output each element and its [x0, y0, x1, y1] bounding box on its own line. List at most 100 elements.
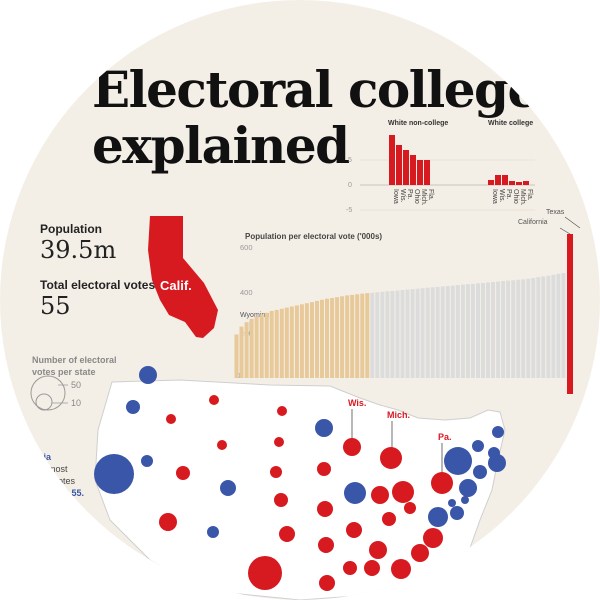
state-circle	[277, 406, 287, 416]
state-circle	[364, 560, 380, 576]
side-note-4: t 55.	[66, 488, 84, 498]
state-circle	[488, 454, 506, 472]
state-circle	[270, 466, 282, 478]
pop-bar	[269, 311, 274, 378]
pop-bar	[470, 283, 475, 378]
pop-bar	[450, 285, 455, 378]
state-circle	[431, 472, 453, 494]
pop-bar	[425, 287, 430, 378]
pop-bar	[526, 278, 531, 378]
pop-bar	[506, 280, 511, 378]
demo-category-label: Wis.	[498, 189, 505, 203]
us-map-outline	[94, 379, 506, 600]
pop-bar	[541, 276, 546, 378]
demo-category-label: Fla.	[427, 189, 434, 201]
pop-bar	[521, 279, 526, 378]
pop-chart-ytick-600: 600	[240, 243, 253, 252]
pop-bar	[561, 273, 566, 378]
pop-bar	[259, 314, 264, 378]
pop-bar	[279, 308, 284, 378]
state-circle	[317, 462, 331, 476]
state-circle	[492, 426, 504, 438]
pop-bar	[551, 274, 556, 378]
electoral-votes-value: 55	[40, 292, 71, 320]
pop-bar	[355, 294, 360, 379]
pop-bar	[385, 291, 390, 378]
state-circle	[346, 522, 362, 538]
pop-bar	[455, 285, 460, 378]
pop-chart-leader-texas	[564, 216, 581, 229]
pop-bar	[511, 280, 516, 378]
pop-bar	[264, 312, 269, 378]
headline: Electoral college explained	[92, 62, 539, 174]
demo-category-label: Wis.	[399, 189, 406, 203]
pop-bar	[304, 303, 309, 378]
demo-category-label: Mich.	[519, 189, 526, 206]
pop-bar	[325, 298, 329, 378]
pop-bar	[299, 304, 304, 378]
legend-circle-10	[35, 393, 53, 411]
demo-bar	[403, 150, 409, 185]
pop-bar	[365, 293, 370, 378]
state-circle	[391, 559, 411, 579]
label-wisconsin: Wis.	[348, 398, 366, 408]
side-note-1: nia	[38, 452, 52, 462]
state-circle	[126, 400, 140, 414]
pop-bar	[360, 293, 365, 378]
pop-bar	[254, 316, 259, 378]
pop-bar	[375, 292, 380, 378]
legend-label-50: 50	[71, 380, 81, 390]
pop-bar	[405, 289, 410, 378]
demo-chart-title-noncollege: White non-college	[388, 120, 448, 127]
state-circle	[279, 526, 295, 542]
legend-label-10: 10	[71, 398, 81, 408]
demo-ytick-neg5: -5	[346, 207, 352, 214]
pop-chart-ytick-400: 400	[240, 288, 253, 297]
pop-bar	[289, 306, 294, 378]
side-note-3: otes	[58, 476, 76, 486]
demo-ytick-5: 5	[348, 157, 352, 164]
pop-bar	[420, 288, 425, 378]
demo-bar	[523, 181, 529, 185]
pop-bar	[335, 297, 340, 378]
demo-category-label: Iowa	[491, 189, 498, 204]
pop-chart-title: Population per electoral vote ('000s)	[245, 232, 382, 241]
pop-bar	[345, 295, 350, 378]
state-circle	[411, 544, 429, 562]
pop-chart-annotation-california: California	[518, 219, 548, 226]
demo-bar	[488, 180, 494, 185]
state-circle	[274, 437, 284, 447]
pop-bar	[465, 284, 470, 378]
pop-bar	[531, 277, 536, 378]
pop-bar	[370, 292, 375, 378]
pop-bar	[501, 281, 506, 378]
state-circle	[448, 499, 456, 507]
demo-chart-title-noncollege-text: White non-college	[388, 120, 448, 127]
state-circle	[220, 480, 236, 496]
state-circle	[459, 479, 477, 497]
pop-bar	[244, 322, 249, 378]
state-circle	[380, 447, 402, 469]
pop-bar	[400, 290, 405, 378]
electoral-votes-label: Total electoral votes	[40, 278, 156, 292]
state-circle	[343, 561, 357, 575]
pop-bar	[315, 300, 319, 378]
demo-bar	[516, 182, 522, 185]
state-circle	[344, 482, 366, 504]
pop-bar	[460, 284, 465, 378]
pop-bar	[234, 334, 239, 378]
pop-bar	[274, 309, 279, 378]
state-circle	[392, 481, 414, 503]
state-circle	[472, 440, 484, 452]
demo-bar	[389, 135, 395, 185]
pop-bar	[320, 299, 324, 378]
state-circle	[217, 440, 227, 450]
demo-bar	[396, 145, 402, 185]
state-circle	[274, 493, 288, 507]
pop-bar	[481, 282, 485, 378]
legend-circle-50	[30, 375, 66, 411]
state-circle	[423, 528, 443, 548]
